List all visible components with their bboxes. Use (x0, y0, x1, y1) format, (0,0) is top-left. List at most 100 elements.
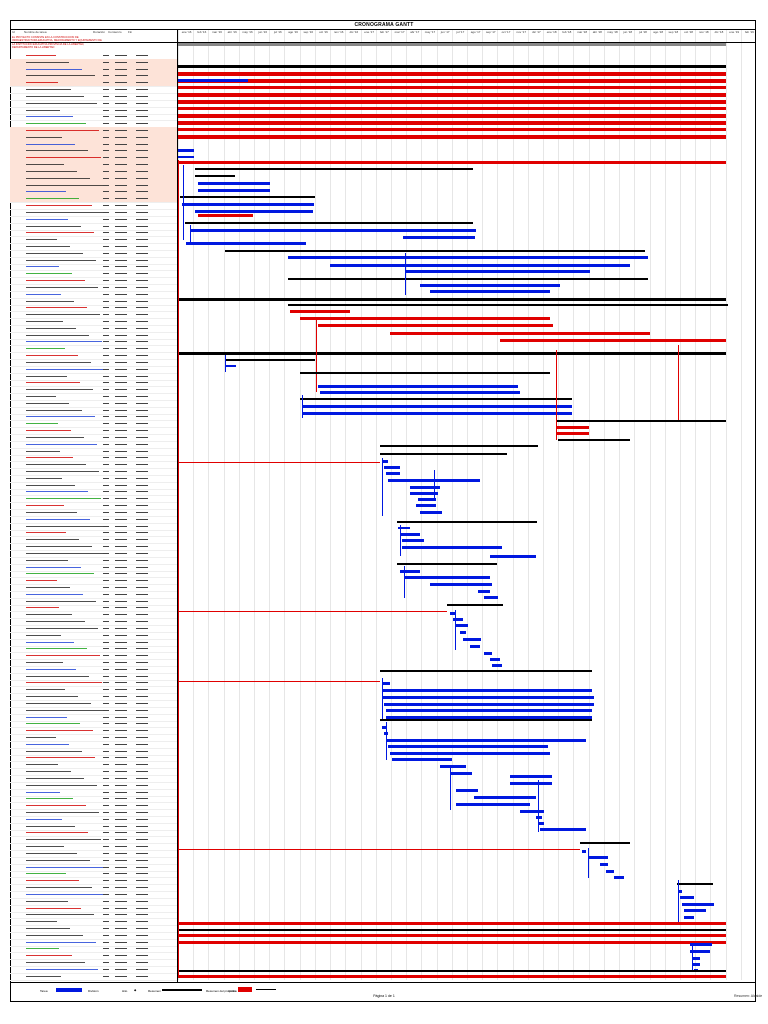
task-bar[interactable] (582, 850, 586, 853)
critical-bar[interactable] (178, 121, 726, 125)
task-bar[interactable] (440, 765, 466, 768)
task-bar[interactable] (600, 863, 608, 866)
task-bar[interactable] (490, 555, 536, 558)
summary-bar[interactable] (195, 175, 235, 177)
task-bar[interactable] (405, 270, 590, 273)
task-bar[interactable] (606, 870, 614, 873)
task-bar[interactable] (453, 618, 463, 621)
summary-bar[interactable] (380, 453, 507, 455)
task-bar[interactable] (520, 810, 544, 813)
task-bar[interactable] (682, 903, 714, 906)
task-bar[interactable] (386, 716, 592, 719)
task-bar[interactable] (680, 896, 694, 899)
summary-bar[interactable] (195, 168, 473, 170)
critical-bar[interactable] (198, 214, 253, 217)
critical-bar[interactable] (300, 317, 550, 320)
task-bar[interactable] (330, 264, 630, 267)
task-bar[interactable] (510, 782, 552, 785)
summary-bar[interactable] (178, 970, 726, 972)
project-summary-bar[interactable] (178, 43, 726, 46)
task-bar[interactable] (420, 284, 560, 287)
summary-bar[interactable] (380, 719, 592, 721)
task-bar[interactable] (400, 533, 420, 536)
task-bar[interactable] (450, 612, 456, 615)
task-bar[interactable] (678, 890, 682, 893)
summary-bar[interactable] (380, 445, 538, 447)
task-bar[interactable] (398, 527, 410, 529)
critical-bar[interactable] (178, 114, 726, 118)
task-bar[interactable] (416, 504, 436, 507)
task-bar[interactable] (540, 828, 586, 831)
summary-bar[interactable] (397, 563, 497, 565)
task-bar[interactable] (402, 539, 424, 542)
critical-bar[interactable] (178, 135, 726, 139)
task-bar[interactable] (478, 590, 490, 593)
summary-bar[interactable] (225, 359, 315, 361)
task-bar[interactable] (318, 385, 518, 388)
task-bar[interactable] (390, 752, 550, 755)
task-bar[interactable] (538, 822, 544, 825)
critical-bar[interactable] (290, 310, 350, 313)
summary-bar[interactable] (225, 250, 645, 252)
task-bar[interactable] (386, 739, 586, 742)
task-bar[interactable] (288, 256, 648, 259)
summary-bar[interactable] (380, 670, 592, 672)
task-bar[interactable] (320, 391, 520, 394)
task-bar[interactable] (386, 709, 592, 712)
summary-bar[interactable] (677, 883, 713, 885)
summary-bar[interactable] (397, 521, 537, 523)
critical-bar[interactable] (318, 324, 553, 327)
critical-bar[interactable] (178, 941, 726, 944)
critical-bar[interactable] (178, 72, 726, 76)
task-bar[interactable] (384, 466, 400, 469)
task-bar[interactable] (492, 664, 502, 667)
summary-bar[interactable] (178, 352, 726, 355)
critical-bar[interactable] (178, 975, 726, 978)
task-bar[interactable] (692, 963, 700, 966)
task-bar[interactable] (470, 645, 480, 648)
task-bar[interactable] (490, 658, 500, 661)
task-bar[interactable] (460, 631, 466, 634)
task-bar[interactable] (392, 758, 452, 761)
task-bar[interactable] (382, 726, 386, 729)
task-bar[interactable] (430, 583, 492, 586)
task-bar[interactable] (302, 412, 572, 415)
critical-bar[interactable] (178, 79, 726, 83)
task-bar[interactable] (456, 803, 530, 806)
task-bar[interactable] (182, 203, 314, 206)
task-bar[interactable] (198, 182, 270, 185)
task-bar[interactable] (198, 189, 270, 192)
summary-bar[interactable] (580, 842, 630, 844)
task-bar[interactable] (386, 472, 400, 475)
critical-bar[interactable] (178, 93, 726, 97)
task-bar[interactable] (402, 546, 502, 549)
task-bar[interactable] (302, 405, 572, 408)
task-bar[interactable] (382, 460, 388, 463)
task-bar[interactable] (684, 909, 706, 912)
task-bar[interactable] (450, 772, 472, 775)
summary-bar[interactable] (178, 65, 726, 68)
task-bar[interactable] (690, 943, 712, 946)
task-bar[interactable] (388, 745, 548, 748)
summary-bar[interactable] (558, 439, 630, 441)
critical-bar[interactable] (557, 426, 589, 429)
task-bar[interactable] (588, 856, 608, 859)
task-bar[interactable] (484, 652, 492, 655)
task-bar[interactable] (178, 156, 194, 158)
task-bar[interactable] (195, 210, 313, 213)
summary-bar[interactable] (300, 372, 550, 374)
task-bar[interactable] (510, 775, 552, 778)
task-bar[interactable] (418, 498, 436, 501)
task-bar[interactable] (400, 570, 420, 573)
task-bar[interactable] (178, 149, 194, 152)
critical-bar[interactable] (557, 432, 589, 435)
critical-bar[interactable] (178, 922, 726, 925)
critical-bar[interactable] (390, 332, 650, 335)
task-bar[interactable] (410, 486, 440, 489)
summary-bar[interactable] (288, 304, 728, 306)
critical-bar[interactable] (178, 161, 726, 164)
summary-bar[interactable] (178, 298, 726, 301)
task-bar[interactable] (190, 229, 476, 232)
task-bar[interactable] (410, 492, 438, 495)
critical-bar[interactable] (178, 86, 726, 89)
